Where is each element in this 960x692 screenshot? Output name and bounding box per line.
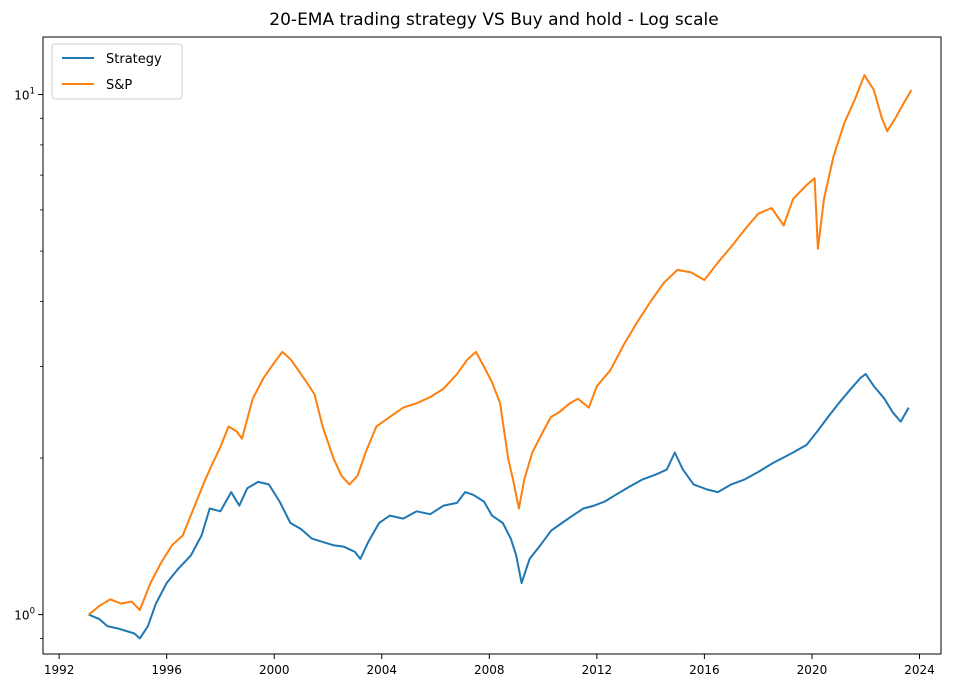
chart-title: 20-EMA trading strategy VS Buy and hold … (269, 10, 718, 30)
y-tick-label: 101 (14, 87, 35, 103)
plot-frame (42, 36, 942, 655)
x-tick-label: 2016 (689, 663, 720, 677)
y-axis: 100 101 (14, 87, 43, 639)
legend: Strategy S&P (51, 43, 183, 100)
x-tick-label: 2012 (582, 663, 613, 677)
x-tick-label: 2024 (904, 663, 935, 677)
x-tick-label: 2004 (366, 663, 397, 677)
series-line-sp (88, 74, 913, 616)
legend-sp-label: S&P (106, 78, 132, 93)
x-tick-label: 2020 (797, 663, 828, 677)
y-tick-label: 100 (14, 607, 35, 623)
legend-strategy-label: Strategy (106, 52, 162, 67)
plot-area (43, 37, 941, 654)
x-tick-label: 1992 (44, 663, 75, 677)
x-tick-label: 2008 (474, 663, 505, 677)
series-layer (88, 74, 913, 640)
x-tick-label: 1996 (151, 663, 182, 677)
x-axis: 1992 1996 2000 2004 2008 2012 2016 2020 2024 (44, 654, 935, 677)
series-line-strategy (88, 373, 910, 640)
x-tick-label: 2000 (259, 663, 290, 677)
